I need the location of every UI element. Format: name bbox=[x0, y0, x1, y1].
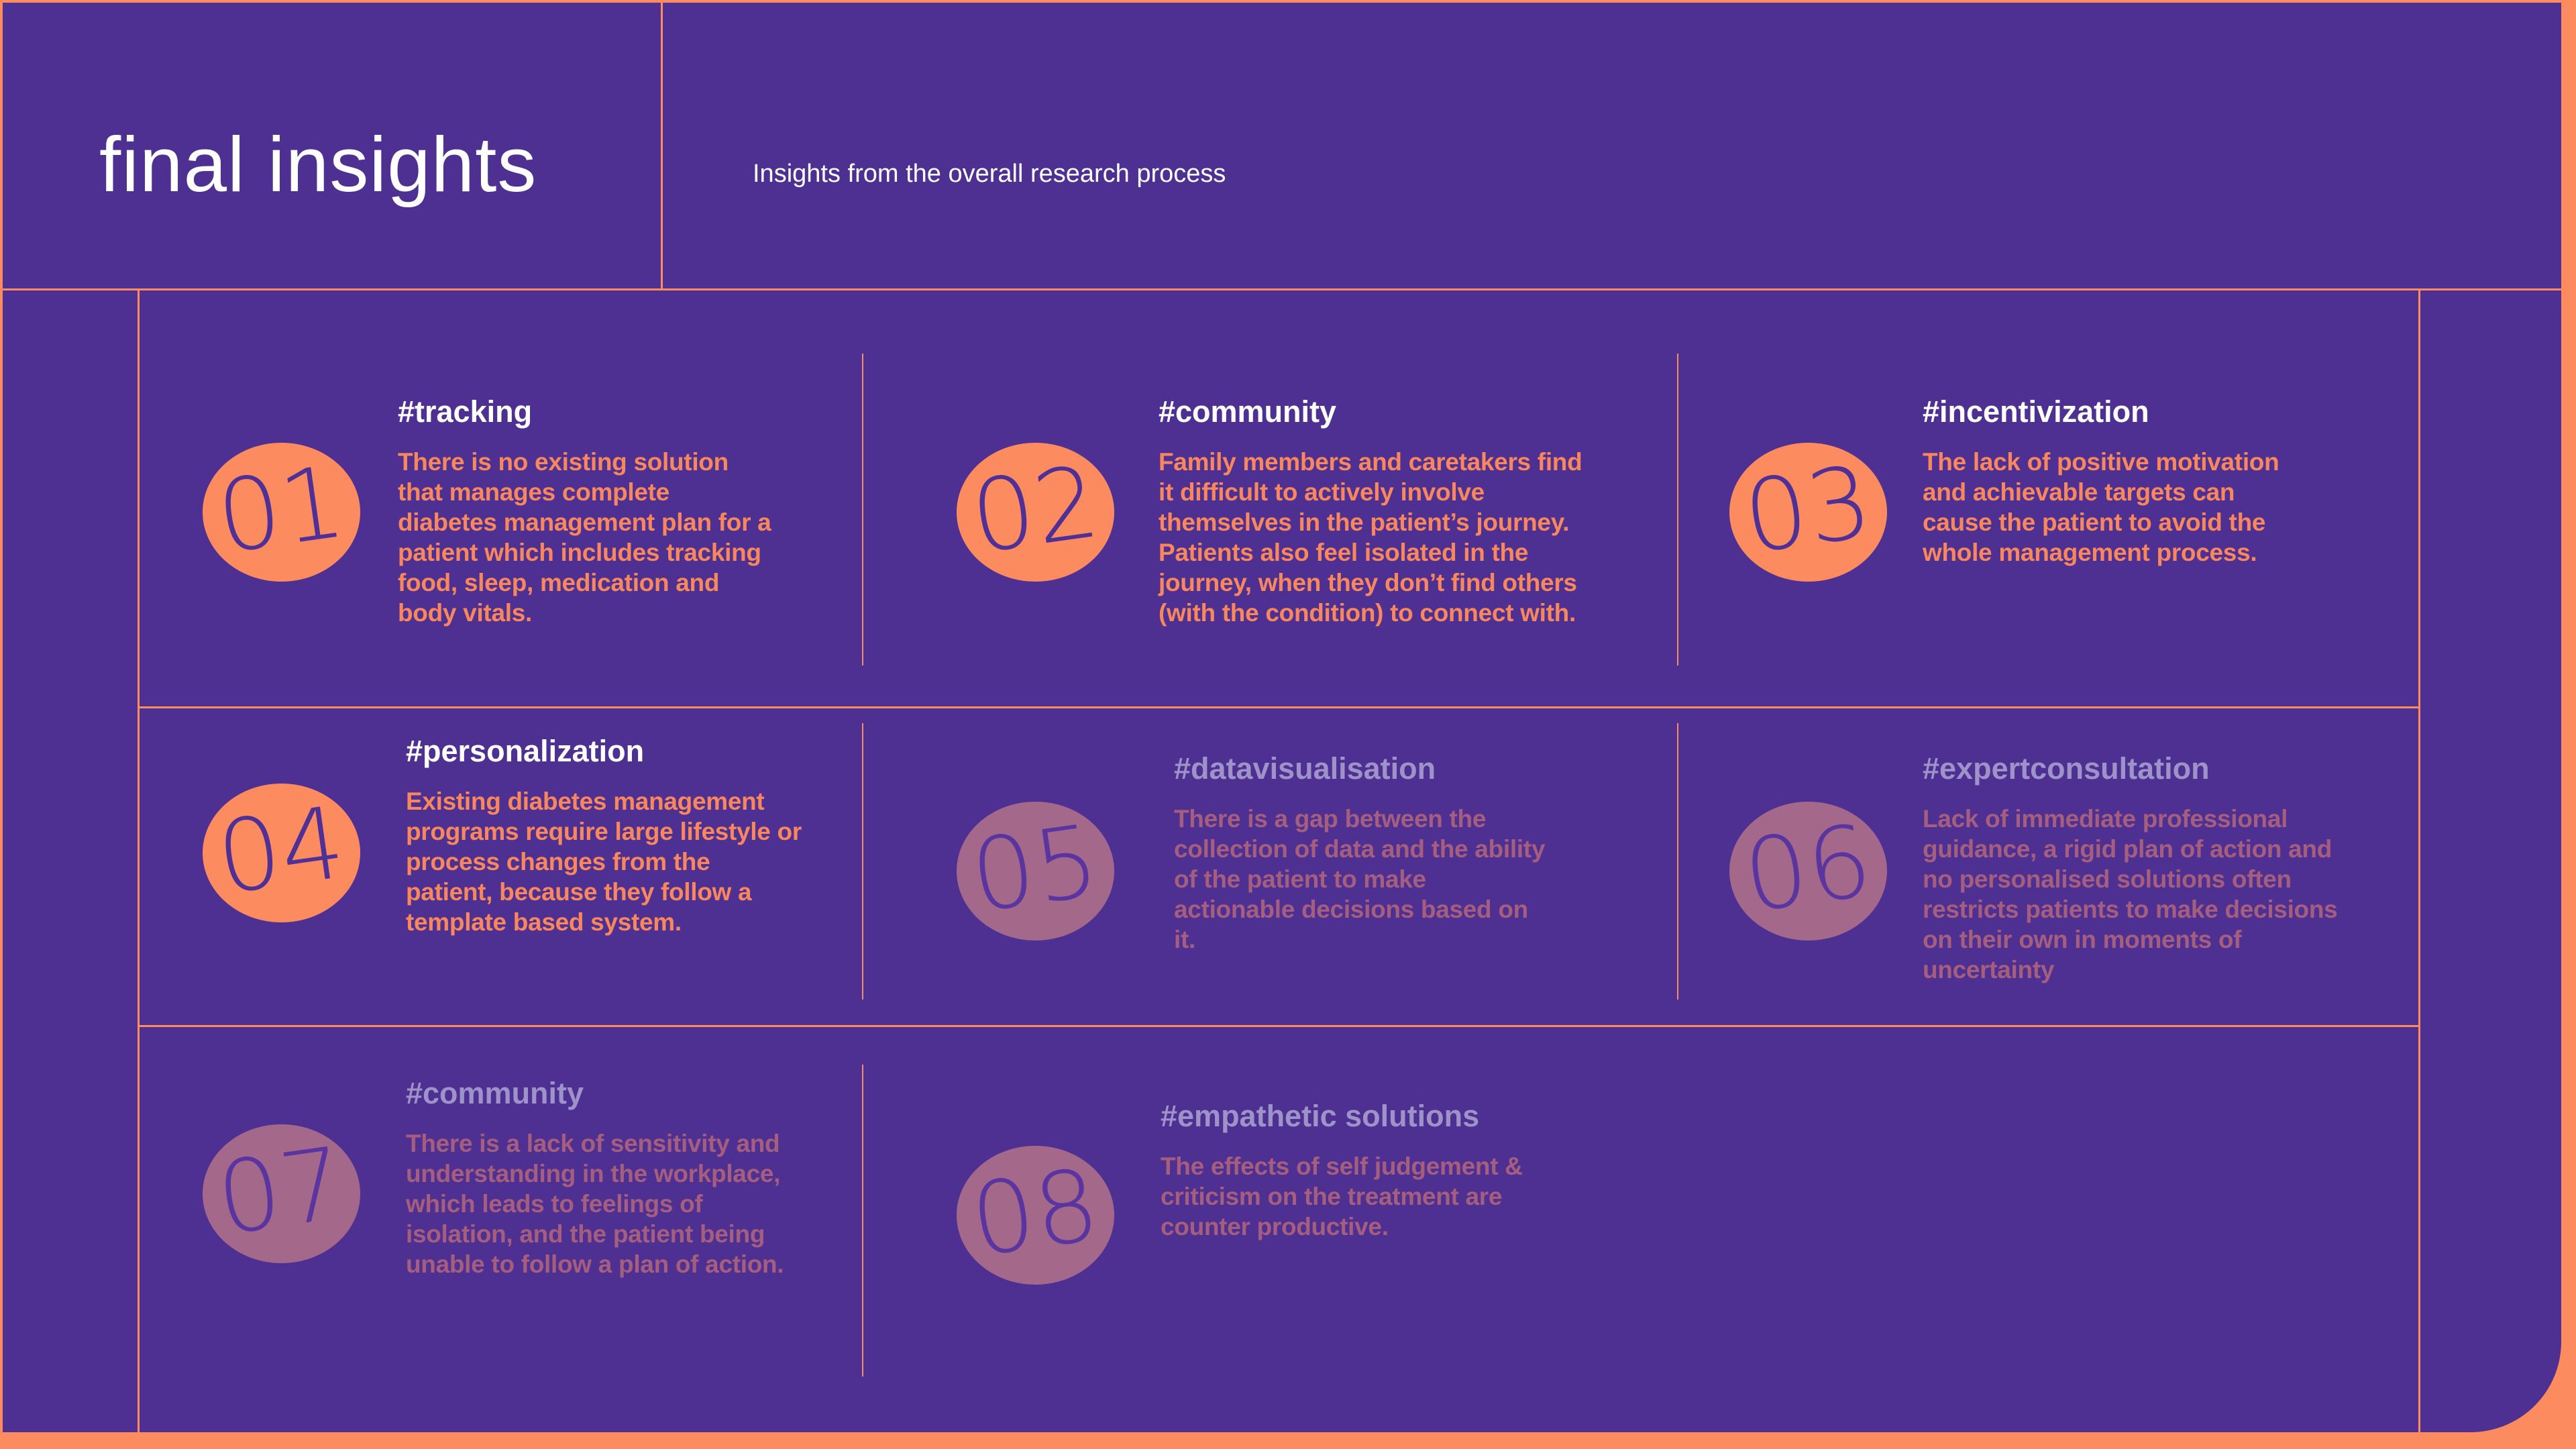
insight-content: #community There is a lack of sensitivit… bbox=[406, 1076, 802, 1279]
insight-number: 08 bbox=[964, 1146, 1106, 1279]
insight-text: Lack of immediate professional guidance,… bbox=[1923, 805, 2338, 983]
grid-right-border bbox=[2418, 290, 2420, 1432]
insight-number: 04 bbox=[210, 784, 352, 916]
insight-number: 02 bbox=[964, 443, 1106, 576]
insight-text: There is a lack of sensitivity and under… bbox=[406, 1130, 784, 1278]
insight-hashtag: #community bbox=[1159, 394, 1337, 429]
column-divider bbox=[862, 723, 863, 1000]
insight-number-badge: 07 bbox=[203, 1124, 360, 1263]
insight-hashtag: #empathetic solutions bbox=[1161, 1099, 1480, 1133]
insight-number: 03 bbox=[1737, 443, 1879, 576]
insight-number-badge: 06 bbox=[1729, 802, 1887, 941]
insight-content: #tracking There is no existing solution … bbox=[398, 394, 773, 628]
insight-text: The lack of positive motivation and achi… bbox=[1923, 448, 2279, 566]
insight-content: #incentivization The lack of positive mo… bbox=[1923, 394, 2305, 568]
grid-left-border bbox=[138, 290, 140, 1432]
insight-text: There is a gap between the collection of… bbox=[1174, 805, 1546, 953]
insight-number-badge: 04 bbox=[203, 784, 360, 922]
header-divider-line bbox=[3, 288, 2561, 290]
insight-content: #empathetic solutions The effects of sel… bbox=[1161, 1099, 1550, 1242]
insight-number-badge: 03 bbox=[1729, 443, 1887, 582]
insight-text: The effects of self judgement & criticis… bbox=[1161, 1152, 1523, 1240]
insight-number: 05 bbox=[964, 802, 1106, 934]
page-subtitle: Insights from the overall research proce… bbox=[753, 160, 1226, 188]
insight-content: #personalization Existing diabetes manag… bbox=[406, 734, 802, 937]
insight-number-badge: 02 bbox=[957, 443, 1114, 582]
insight-hashtag: #expertconsultation bbox=[1923, 751, 2210, 786]
insight-number: 06 bbox=[1737, 802, 1879, 934]
insight-hashtag: #datavisualisation bbox=[1174, 751, 1436, 786]
title-divider-line bbox=[661, 3, 663, 289]
column-divider bbox=[1677, 354, 1678, 665]
insight-content: #community Family members and caretakers… bbox=[1159, 394, 1591, 628]
insight-content: #expertconsultation Lack of immediate pr… bbox=[1923, 751, 2352, 985]
insight-number-badge: 01 bbox=[203, 443, 360, 582]
insight-hashtag: #tracking bbox=[398, 394, 533, 429]
insight-hashtag: #incentivization bbox=[1923, 394, 2149, 429]
slide-panel bbox=[3, 3, 2561, 1432]
insight-hashtag: #community bbox=[406, 1076, 584, 1110]
insight-hashtag: #personalization bbox=[406, 734, 645, 768]
row-divider-2 bbox=[138, 1025, 2420, 1027]
column-divider bbox=[1677, 723, 1678, 1000]
insight-text: There is no existing solution that manag… bbox=[398, 448, 771, 627]
insight-text: Family members and caretakers find it di… bbox=[1159, 448, 1582, 627]
insight-content: #datavisualisation There is a gap betwee… bbox=[1174, 751, 1550, 955]
insight-text: Existing diabetes management programs re… bbox=[406, 788, 802, 936]
row-divider-1 bbox=[138, 706, 2420, 708]
insight-number-badge: 08 bbox=[957, 1146, 1114, 1285]
column-divider bbox=[862, 354, 863, 665]
insight-number: 01 bbox=[210, 443, 352, 576]
insight-number-badge: 05 bbox=[957, 802, 1114, 941]
insight-number: 07 bbox=[210, 1125, 352, 1257]
page-title: final insights bbox=[99, 121, 537, 208]
column-divider bbox=[862, 1065, 863, 1377]
